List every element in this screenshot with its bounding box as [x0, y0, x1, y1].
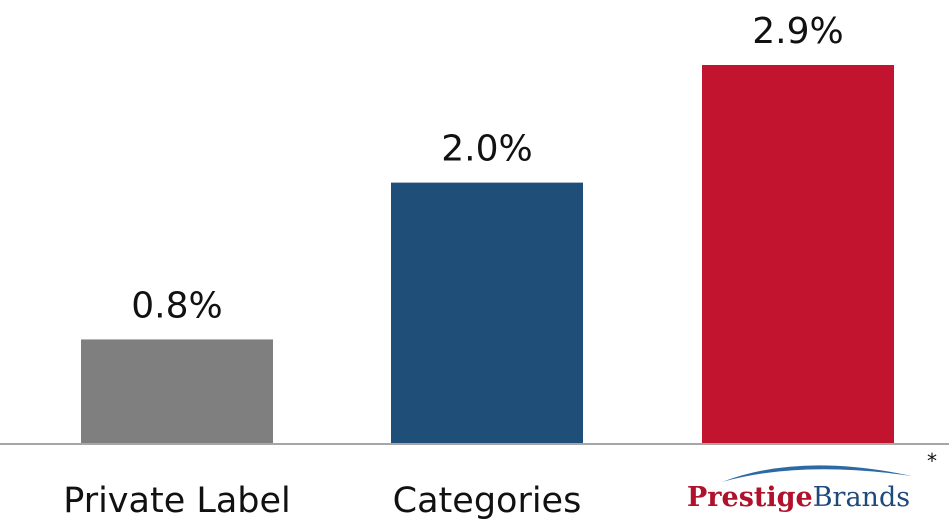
logo-word-prestige: Prestige — [687, 482, 813, 513]
value-label-2: 2.9% — [752, 11, 843, 52]
bar-2 — [702, 65, 894, 444]
logo-word-brands: Brands — [813, 482, 910, 513]
value-label-1: 2.0% — [441, 129, 532, 170]
logo-swoosh — [722, 465, 912, 482]
bars-group — [81, 65, 894, 444]
logo-wordmark: PrestigeBrands — [687, 482, 910, 513]
value-label-0: 0.8% — [131, 285, 222, 326]
category-label-private-label: Private Label — [63, 481, 291, 521]
prestige-brands-logo: PrestigeBrands — [687, 465, 912, 513]
bar-1 — [391, 182, 583, 444]
value-labels-group: 0.8% 2.0% 2.9% — [131, 11, 843, 326]
bar-0 — [81, 339, 273, 444]
category-label-categories: Categories — [393, 481, 582, 521]
footnote-asterisk: * — [927, 449, 937, 473]
